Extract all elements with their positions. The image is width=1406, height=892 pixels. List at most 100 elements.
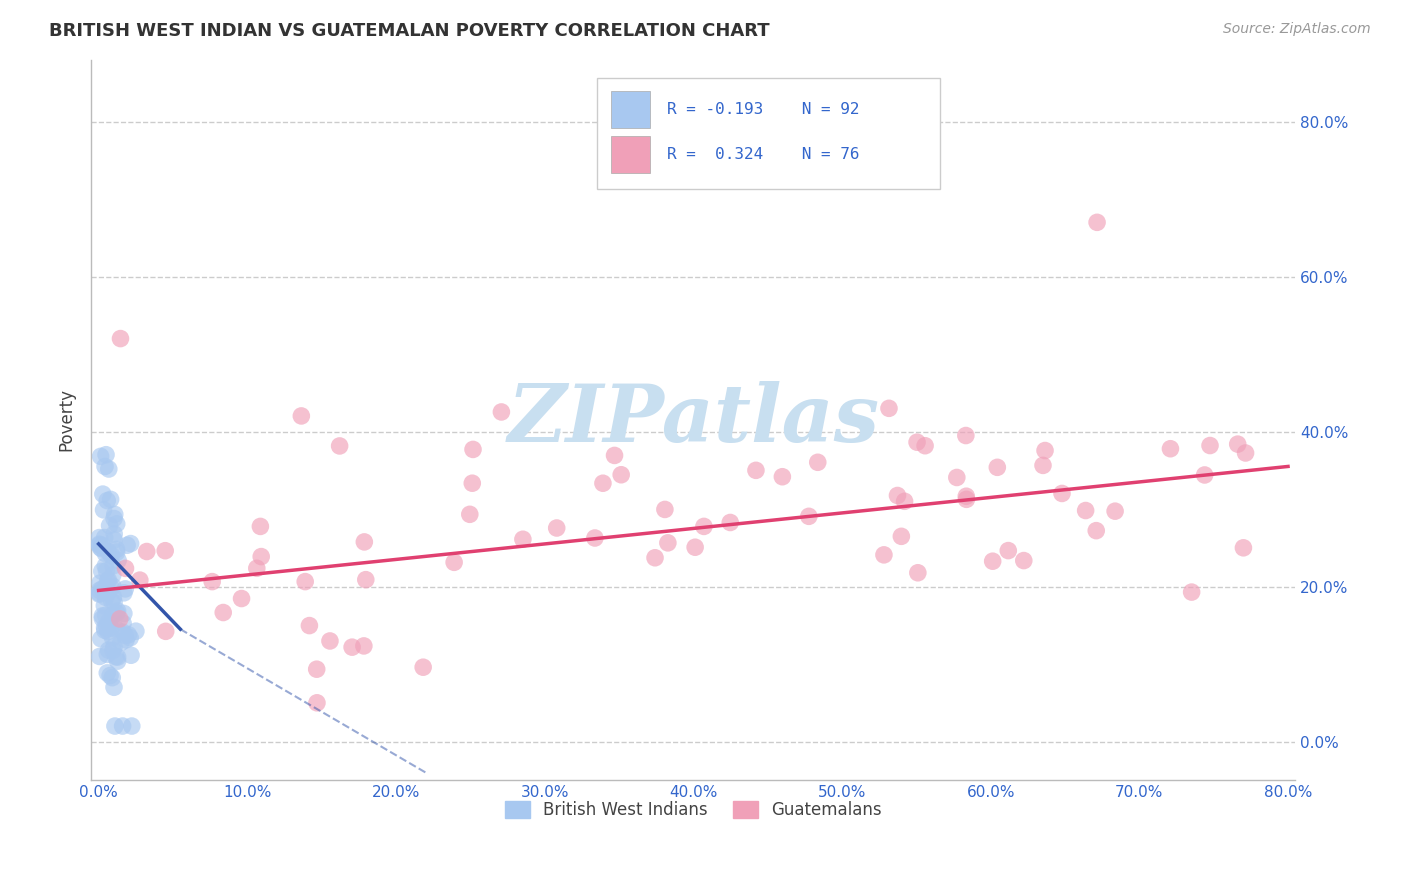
Point (111, 625, 134, 640)
Point (1234, 446, 1257, 460)
Point (96, 564, 118, 578)
Point (201, 574, 224, 589)
Point (91, 487, 114, 501)
Point (93, 621, 115, 635)
Point (97, 574, 120, 588)
Point (107, 604, 129, 618)
Point (105, 623, 128, 637)
Point (97, 615, 120, 629)
Point (1159, 442, 1181, 456)
Point (592, 476, 614, 491)
Point (353, 535, 375, 549)
Point (1199, 438, 1222, 452)
Point (873, 548, 896, 562)
Point (1074, 503, 1097, 517)
Point (103, 511, 125, 525)
Point (1226, 437, 1249, 451)
Point (114, 582, 136, 596)
Point (1085, 215, 1108, 229)
Point (94, 608, 117, 623)
Point (461, 476, 484, 491)
Point (94, 448, 117, 462)
Point (115, 632, 138, 647)
Point (914, 439, 936, 453)
Point (412, 660, 434, 674)
Point (100, 621, 122, 635)
Point (97, 544, 120, 558)
Point (97, 624, 120, 639)
Point (1194, 467, 1216, 482)
Point (89, 538, 111, 552)
Point (955, 492, 977, 507)
Text: ZIPatlas: ZIPatlas (508, 381, 879, 458)
Point (104, 649, 127, 664)
Point (89, 541, 111, 555)
Point (100, 549, 122, 563)
Point (128, 573, 150, 587)
Point (110, 635, 132, 649)
Point (121, 719, 143, 733)
Point (654, 502, 676, 516)
Point (718, 516, 741, 530)
Point (117, 628, 139, 642)
Point (105, 516, 128, 531)
Point (89, 586, 111, 600)
Point (96, 665, 118, 680)
Point (231, 591, 253, 606)
Point (104, 719, 127, 733)
Point (90, 632, 112, 646)
Point (693, 519, 716, 533)
Point (354, 573, 377, 587)
Point (1033, 443, 1056, 458)
Point (94, 459, 117, 474)
Point (101, 671, 124, 685)
Point (114, 561, 136, 575)
Point (107, 553, 129, 567)
Point (96, 648, 118, 662)
Point (103, 527, 125, 541)
Point (250, 549, 273, 564)
Point (890, 529, 912, 543)
Point (340, 640, 363, 655)
Point (946, 470, 969, 484)
Point (112, 616, 135, 631)
Legend: British West Indians, Guatemalans: British West Indians, Guatemalans (498, 795, 889, 826)
Y-axis label: Poverty: Poverty (58, 388, 75, 451)
Point (89, 583, 111, 598)
Bar (612, 91, 650, 128)
Point (107, 654, 129, 668)
Point (111, 719, 134, 733)
Point (101, 568, 124, 582)
Point (91, 582, 114, 596)
Point (877, 401, 900, 416)
Point (103, 681, 125, 695)
Point (1232, 541, 1254, 555)
Point (1085, 524, 1108, 538)
Point (89, 531, 111, 545)
Point (512, 533, 534, 547)
Point (305, 662, 328, 676)
Point (319, 634, 342, 648)
Point (89, 649, 111, 664)
Point (114, 628, 136, 642)
Text: R =  0.324    N = 76: R = 0.324 N = 76 (666, 147, 859, 162)
Point (103, 640, 125, 654)
Point (461, 442, 484, 457)
Point (797, 509, 820, 524)
Point (110, 332, 132, 346)
Point (1050, 486, 1073, 500)
Point (249, 519, 271, 533)
Point (298, 618, 321, 632)
Point (89, 537, 111, 551)
Point (955, 489, 977, 503)
Point (212, 606, 235, 620)
Point (135, 544, 157, 558)
Point (91, 611, 114, 625)
Point (745, 463, 768, 477)
Point (94, 558, 117, 573)
Point (770, 469, 793, 483)
Point (112, 607, 135, 621)
Point (120, 631, 142, 645)
Point (155, 543, 177, 558)
Point (94, 624, 117, 638)
